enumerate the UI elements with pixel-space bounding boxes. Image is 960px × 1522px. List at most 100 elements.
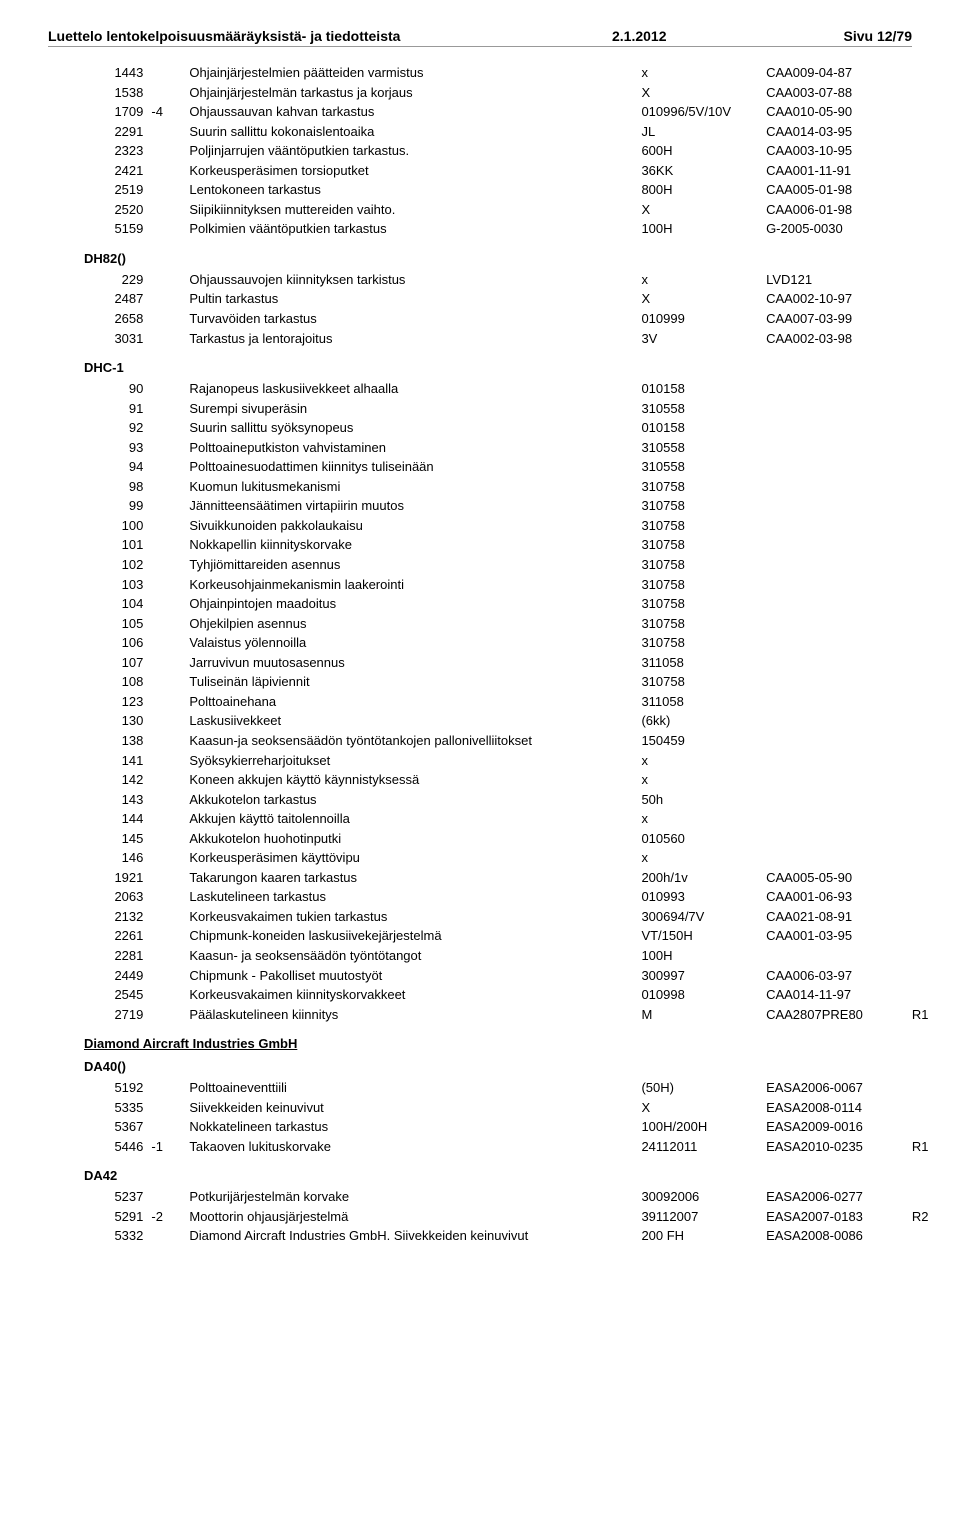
cell-num: 105 — [84, 614, 147, 634]
cell-rev — [147, 477, 185, 497]
cell-ref — [762, 614, 908, 634]
cell-ref: EASA2010-0235 — [762, 1137, 908, 1157]
cell-note — [908, 477, 948, 497]
cell-rev — [147, 309, 185, 329]
cell-note — [908, 1226, 948, 1246]
table-row: 146Korkeusperäsimen käyttövipux — [84, 848, 948, 868]
cell-note — [908, 575, 948, 595]
cell-desc: Päälaskutelineen kiinnitys — [185, 1005, 637, 1025]
cell-rev — [147, 751, 185, 771]
cell-desc: Takaoven lukituskorvake — [185, 1137, 637, 1157]
cell-rev — [147, 711, 185, 731]
table-row: 5291-2Moottorin ohjausjärjestelmä3911200… — [84, 1207, 948, 1227]
section-heading: Diamond Aircraft Industries GmbH — [84, 1036, 912, 1051]
data-table: 5192Polttoaineventtiili(50H)EASA2006-006… — [84, 1078, 948, 1156]
cell-rev — [147, 868, 185, 888]
cell-desc: Kuomun lukitusmekanismi — [185, 477, 637, 497]
cell-note — [908, 614, 948, 634]
cell-ref: CAA006-01-98 — [762, 200, 908, 220]
section-heading: DH82() — [84, 251, 912, 266]
cell-val: 24112011 — [637, 1137, 762, 1157]
cell-desc: Tyhjiömittareiden asennus — [185, 555, 637, 575]
cell-ref — [762, 692, 908, 712]
cell-val: x — [637, 848, 762, 868]
table-row: 145Akkukotelon huohotinputki010560 — [84, 829, 948, 849]
cell-rev — [147, 770, 185, 790]
cell-rev — [147, 692, 185, 712]
cell-num: 2323 — [84, 141, 147, 161]
cell-num: 92 — [84, 418, 147, 438]
table-row: 5159Polkimien vääntöputkien tarkastus100… — [84, 219, 948, 239]
table-row: 3031Tarkastus ja lentorajoitus3VCAA002-0… — [84, 329, 948, 349]
data-table: 1443Ohjainjärjestelmien päätteiden varmi… — [84, 63, 948, 239]
cell-note — [908, 141, 948, 161]
cell-ref — [762, 711, 908, 731]
cell-num: 5446 — [84, 1137, 147, 1157]
table-row: 2291Suurin sallittu kokonaislentoaikaJLC… — [84, 122, 948, 142]
cell-num: 1709 — [84, 102, 147, 122]
cell-desc: Sivuikkunoiden pakkolaukaisu — [185, 516, 637, 536]
cell-val: 310758 — [637, 633, 762, 653]
cell-val: 300694/7V — [637, 907, 762, 927]
cell-desc: Korkeusohjainmekanismin laakerointi — [185, 575, 637, 595]
cell-note — [908, 633, 948, 653]
cell-ref — [762, 848, 908, 868]
cell-desc: Korkeusperäsimen käyttövipu — [185, 848, 637, 868]
cell-val: x — [637, 63, 762, 83]
table-row: 5237Potkurijärjestelmän korvake30092006E… — [84, 1187, 948, 1207]
table-row: 1443Ohjainjärjestelmien päätteiden varmi… — [84, 63, 948, 83]
cell-rev — [147, 1078, 185, 1098]
table-row: 2449Chipmunk - Pakolliset muutostyöt3009… — [84, 966, 948, 986]
cell-num: 104 — [84, 594, 147, 614]
cell-rev — [147, 966, 185, 986]
cell-desc: Nokkatelineen tarkastus — [185, 1117, 637, 1137]
cell-note — [908, 309, 948, 329]
cell-desc: Syöksykierreharjoitukset — [185, 751, 637, 771]
cell-note — [908, 946, 948, 966]
cell-note: R2 — [908, 1207, 948, 1227]
cell-desc: Rajanopeus laskusiivekkeet alhaalla — [185, 379, 637, 399]
cell-rev — [147, 1005, 185, 1025]
cell-rev: -4 — [147, 102, 185, 122]
table-row: 5192Polttoaineventtiili(50H)EASA2006-006… — [84, 1078, 948, 1098]
cell-rev — [147, 219, 185, 239]
cell-ref — [762, 418, 908, 438]
cell-note — [908, 809, 948, 829]
cell-ref — [762, 829, 908, 849]
cell-desc: Akkukotelon tarkastus — [185, 790, 637, 810]
cell-note — [908, 457, 948, 477]
cell-val: M — [637, 1005, 762, 1025]
cell-note — [908, 848, 948, 868]
cell-note — [908, 790, 948, 810]
cell-rev — [147, 496, 185, 516]
cell-rev — [147, 829, 185, 849]
cell-num: 229 — [84, 270, 147, 290]
cell-val: 200 FH — [637, 1226, 762, 1246]
cell-desc: Tuliseinän läpiviennit — [185, 672, 637, 692]
cell-rev — [147, 672, 185, 692]
cell-rev — [147, 809, 185, 829]
cell-num: 102 — [84, 555, 147, 575]
cell-num: 2487 — [84, 289, 147, 309]
cell-ref: CAA2807PRE80 — [762, 1005, 908, 1025]
table-row: 2261Chipmunk-koneiden laskusiivekejärjes… — [84, 926, 948, 946]
data-table: 229Ohjaussauvojen kiinnityksen tarkistus… — [84, 270, 948, 348]
cell-ref: CAA001-06-93 — [762, 887, 908, 907]
cell-rev — [147, 1117, 185, 1137]
cell-val: X — [637, 200, 762, 220]
header-title: Luettelo lentokelpoisuusmääräyksistä- ja… — [48, 28, 612, 44]
cell-val: 39112007 — [637, 1207, 762, 1227]
cell-desc: Diamond Aircraft Industries GmbH. Siivek… — [185, 1226, 637, 1246]
cell-note — [908, 985, 948, 1005]
cell-rev — [147, 1098, 185, 1118]
cell-desc: Polkimien vääntöputkien tarkastus — [185, 219, 637, 239]
cell-note — [908, 329, 948, 349]
cell-num: 144 — [84, 809, 147, 829]
cell-ref: EASA2006-0277 — [762, 1187, 908, 1207]
cell-num: 2545 — [84, 985, 147, 1005]
cell-val: 800H — [637, 180, 762, 200]
cell-val: 310758 — [637, 477, 762, 497]
cell-rev — [147, 985, 185, 1005]
cell-ref: CAA021-08-91 — [762, 907, 908, 927]
cell-num: 142 — [84, 770, 147, 790]
